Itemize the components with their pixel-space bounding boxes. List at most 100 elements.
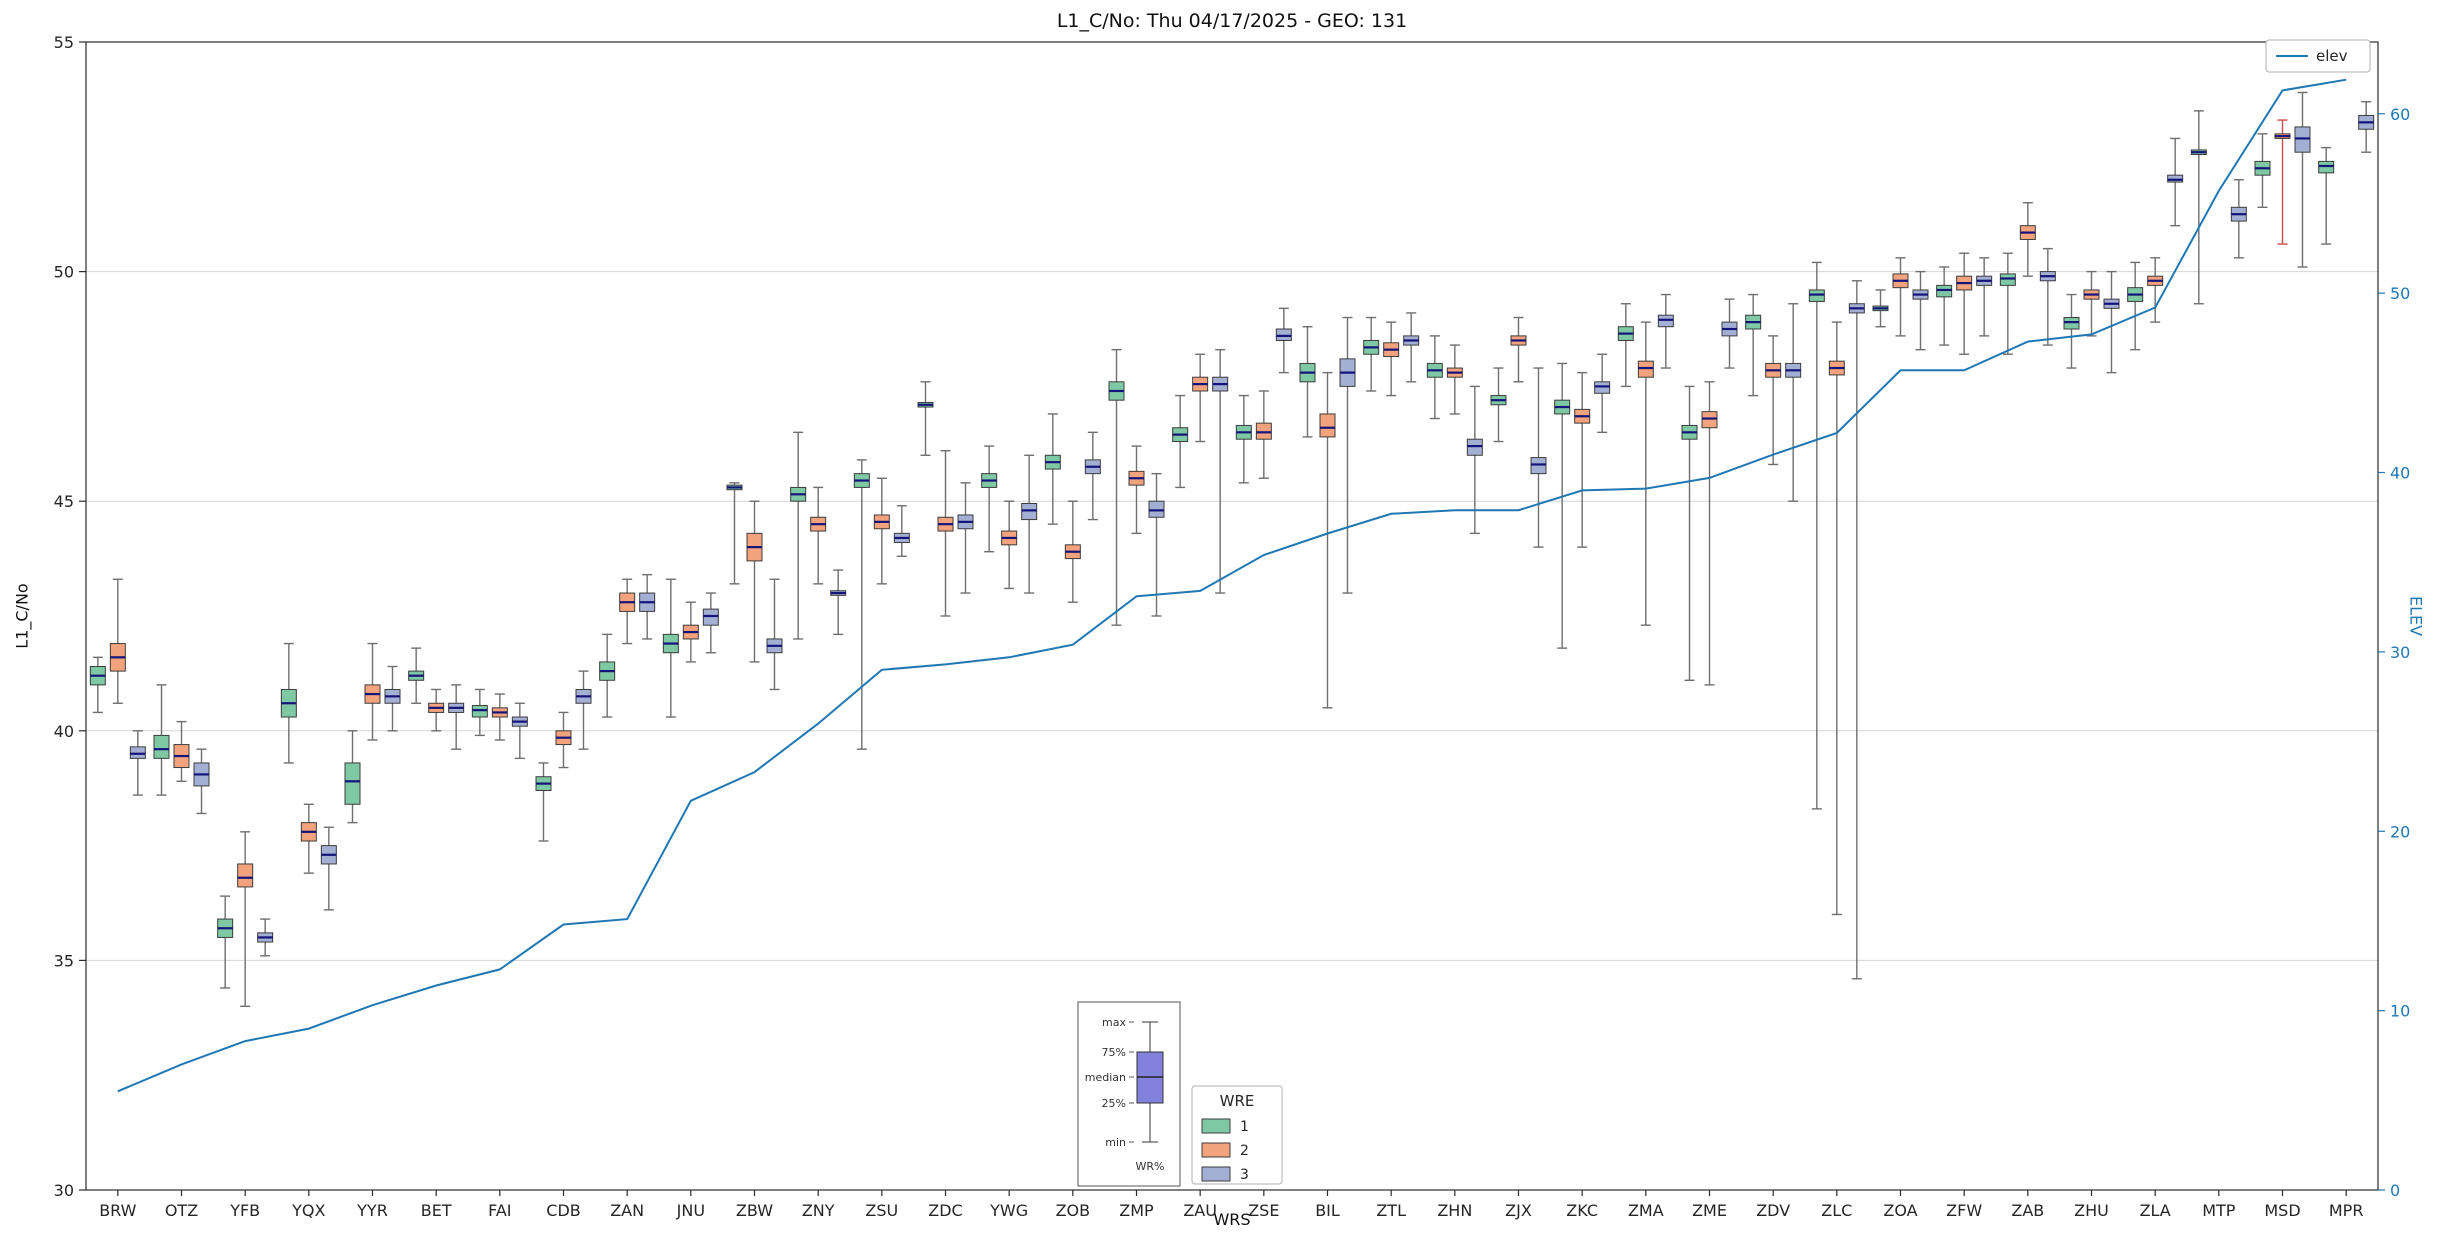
box-ZME-wre3 — [1721, 298, 1738, 369]
x-tick-label-JNU: JNU — [676, 1201, 705, 1220]
box-ZHN-wre2 — [1446, 344, 1463, 415]
x-tick-label-ZHU: ZHU — [2074, 1201, 2109, 1220]
box-ZMA-wre1 — [1617, 303, 1634, 388]
box-rect — [1657, 314, 1674, 328]
x-tick-label-ZFW: ZFW — [1946, 1201, 1982, 1220]
x-axis-label: WRS — [1213, 1210, 1251, 1229]
box-ZHU-wre2 — [2083, 270, 2100, 337]
x-tick-label-YWG: YWG — [989, 1201, 1028, 1220]
box-ZDV-wre1 — [1745, 293, 1762, 397]
box-ZSU-wre2 — [873, 477, 890, 585]
box-ZSU-wre3 — [893, 505, 910, 558]
y-tick-label: 55 — [54, 33, 74, 52]
plot-border — [85, 41, 2379, 1191]
box-ZAB-wre1 — [1999, 252, 2016, 355]
box-ZLA-wre3 — [2167, 137, 2184, 227]
x-tick-label-MPR: MPR — [2329, 1201, 2364, 1220]
x-tick-label-ZLA: ZLA — [2140, 1201, 2171, 1220]
series-wre2 — [109, 119, 2291, 1008]
legend-wre-patch-3 — [1201, 1166, 1231, 1182]
box-ZBW-wre3 — [766, 578, 783, 691]
box-ZOB-wre2 — [1064, 500, 1081, 603]
box-ZLC-wre3 — [1848, 280, 1865, 980]
y2-tick-label: 20 — [2390, 822, 2410, 841]
box-rect — [1148, 500, 1165, 518]
y-axis-left: 30 35 40 45 50 55 — [54, 33, 86, 1200]
box-CDB-wre2 — [555, 711, 572, 769]
box-rect — [1936, 284, 1953, 298]
box-ZAB-wre2 — [2019, 202, 2036, 277]
box-ZOB-wre3 — [1084, 431, 1101, 521]
box-ZHU-wre1 — [2063, 293, 2080, 369]
x-tick-label-ZAU: ZAU — [1183, 1201, 1217, 1220]
x-tick-label-BIL: BIL — [1315, 1201, 1340, 1220]
box-rect — [344, 762, 361, 805]
box-rect — [2063, 317, 2080, 330]
legend-wre-patch-1 — [1201, 1118, 1231, 1134]
x-tick-label-ZAN: ZAN — [610, 1201, 644, 1220]
box-ZDC-wre3 — [957, 482, 974, 594]
box-ZME-wre1 — [1681, 385, 1698, 681]
box-ZAU-wre3 — [1212, 348, 1229, 594]
box-rect — [1466, 438, 1483, 456]
y-tick-label: 35 — [54, 951, 74, 970]
box-JNU-wre1 — [662, 578, 679, 718]
box-ZLC-wre2 — [1828, 321, 1845, 916]
x-tick-label-ZMP: ZMP — [1119, 1201, 1154, 1220]
box-YWG-wre2 — [1001, 500, 1018, 590]
box-rect — [1021, 502, 1038, 521]
y2-tick-label: 30 — [2390, 643, 2410, 662]
box-YYR-wre3 — [384, 665, 401, 732]
box-ZBW-wre2 — [746, 500, 763, 663]
box-MPR-wre1 — [2318, 146, 2335, 245]
legend-wre-patch-2 — [1201, 1142, 1231, 1158]
box-YFB-wre3 — [257, 918, 274, 957]
box-ZOA-wre1 — [1872, 289, 1889, 328]
box-ZOA-wre3 — [1912, 270, 1929, 351]
box-ZDV-wre2 — [1765, 335, 1782, 466]
inset-xlabel: WR% — [1136, 1160, 1165, 1173]
box-ZHN-wre3 — [1466, 385, 1483, 535]
box-rect — [1701, 411, 1718, 429]
y2-tick-label: 50 — [2390, 284, 2410, 303]
box-ZJX-wre1 — [1490, 367, 1507, 443]
series-wre1 — [89, 110, 2335, 989]
legend-wre-label-2: 2 — [1240, 1143, 1249, 1159]
box-ZFW-wre3 — [1976, 257, 1993, 337]
x-tick-label-ZBW: ZBW — [736, 1201, 773, 1220]
box-YQX-wre3 — [320, 826, 337, 911]
x-tick-label-BET: BET — [421, 1201, 452, 1220]
box-ZJX-wre2 — [1510, 316, 1527, 383]
box-ZMA-wre3 — [1657, 293, 1674, 369]
box-MTP-wre1 — [2190, 110, 2207, 305]
x-tick-label-ZAB: ZAB — [2011, 1201, 2044, 1220]
x-tick-label-ZHN: ZHN — [1437, 1201, 1472, 1220]
x-tick-label-FAI: FAI — [488, 1201, 511, 1220]
box-ZAU-wre2 — [1192, 353, 1209, 443]
box-rect — [1275, 328, 1292, 341]
x-tick-label-ZME: ZME — [1692, 1201, 1727, 1220]
legend-wre: WRE 1 2 3 — [1191, 1085, 1283, 1185]
box-ZMP-wre1 — [1108, 348, 1125, 626]
y-tick-label: 45 — [54, 492, 74, 511]
box-ZME-wre2 — [1701, 381, 1718, 686]
box-MSD-wre3 — [2294, 91, 2311, 268]
inset-label-min: min — [1105, 1136, 1126, 1149]
box-ZSE-wre1 — [1235, 394, 1252, 484]
box-rect — [237, 863, 254, 888]
box-OTZ-wre2 — [173, 720, 190, 783]
box-rect — [2318, 160, 2335, 174]
box-ZOA-wre2 — [1892, 257, 1909, 337]
box-ZAN-wre2 — [619, 578, 636, 645]
box-BET-wre1 — [408, 647, 425, 704]
x-tick-label-BRW: BRW — [99, 1201, 136, 1220]
box-rect — [153, 734, 170, 759]
box-ZMA-wre2 — [1637, 321, 1654, 626]
box-ZTL-wre1 — [1363, 316, 1380, 392]
x-tick-label-ZOA: ZOA — [1883, 1201, 1917, 1220]
box-YFB-wre1 — [217, 895, 234, 989]
legend-wre-label-1: 1 — [1240, 1119, 1249, 1135]
box-rect — [1594, 381, 1611, 394]
box-ZSE-wre2 — [1255, 390, 1272, 479]
